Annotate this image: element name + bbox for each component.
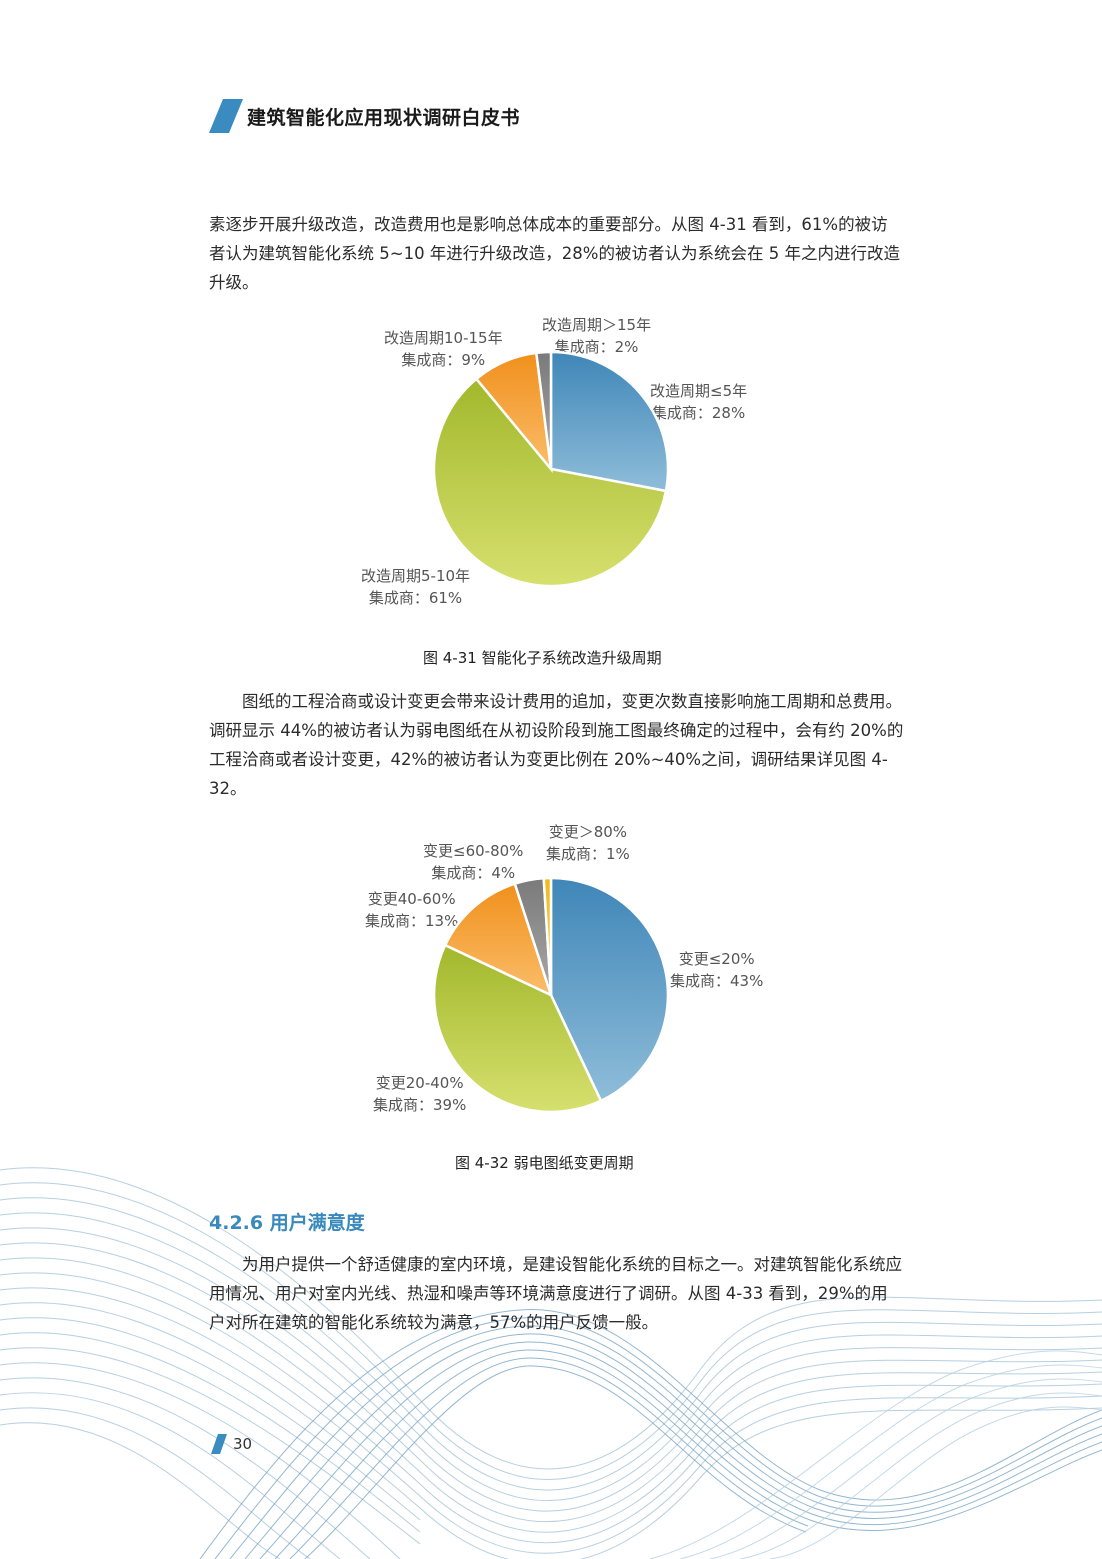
label-40-60pct: 变更40-60% 集成商：13% [365, 890, 459, 930]
pie-chart-fig-4-32 [432, 876, 670, 1114]
paragraph-text: 图纸的工程洽商或设计变更会带来设计费用的追加，变更次数直接影响施工周期和总费用。… [209, 692, 904, 798]
label-5-10-years: 改造周期5-10年 集成商：61% [361, 567, 471, 607]
document-title: 建筑智能化应用现状调研白皮书 [247, 106, 521, 129]
decorative-wave-background [0, 1167, 1102, 1559]
body-paragraph-3: 为用户提供一个舒适健康的室内环境，是建设智能化系统的目标之一。对建筑智能化系统应… [209, 1250, 904, 1337]
body-paragraph-1: 素逐步开展升级改造，改造费用也是影响总体成本的重要部分。从图 4-31 看到，6… [209, 210, 904, 297]
slice-5-10-years [432, 377, 668, 588]
slice-20-40pct [432, 943, 603, 1114]
header-accent-slash-icon [209, 99, 243, 133]
slice-le-5-years [549, 350, 670, 493]
figure-caption-4-31: 图 4-31 智能化子系统改造升级周期 [423, 649, 662, 667]
label-gt-80pct: 变更＞80% 集成商：1% [546, 823, 630, 863]
body-paragraph-2: 图纸的工程洽商或设计变更会带来设计费用的追加，变更次数直接影响施工周期和总费用。… [209, 687, 904, 803]
label-10-15-years: 改造周期10-15年 集成商：9% [384, 329, 503, 369]
label-gt-15-years: 改造周期＞15年 集成商：2% [542, 316, 652, 356]
label-60-80pct: 变更≤60-80% 集成商：4% [423, 842, 524, 882]
paragraph-text: 为用户提供一个舒适健康的室内环境，是建设智能化系统的目标之一。对建筑智能化系统应… [209, 1255, 902, 1332]
page-number: 30 [233, 1435, 253, 1453]
footer-accent-slash-icon [211, 1434, 227, 1454]
slice-gt-80pct [542, 876, 553, 996]
label-le-20pct: 变更≤20% 集成商：43% [670, 950, 764, 990]
section-heading: 4.2.6 用户满意度 [209, 1212, 365, 1234]
figure-caption-4-32: 图 4-32 弱电图纸变更周期 [455, 1154, 634, 1172]
label-20-40pct: 变更20-40% 集成商：39% [373, 1074, 467, 1114]
slice-40-60pct [443, 882, 554, 998]
slice-gt-15-years [534, 350, 553, 470]
slice-le-20pct [549, 876, 670, 1103]
page-number-footer: 30 [211, 1434, 252, 1454]
pie-chart-fig-4-31 [432, 350, 670, 588]
label-le-5-years: 改造周期≤5年 集成商：28% [650, 382, 748, 422]
paragraph-text: 素逐步开展升级改造，改造费用也是影响总体成本的重要部分。从图 4-31 看到，6… [209, 215, 900, 292]
document-header: 建筑智能化应用现状调研白皮书 [209, 99, 520, 133]
